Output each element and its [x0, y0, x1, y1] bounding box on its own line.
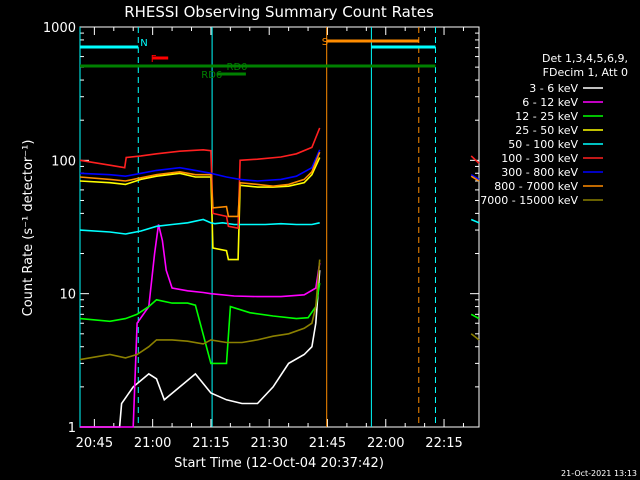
late-series-line	[470, 155, 480, 164]
x-tick-label: 21:30	[250, 436, 287, 451]
legend-entry-label: 6 - 12 keV	[522, 96, 578, 109]
footer-date: 21-Oct-2021 13:13	[561, 469, 637, 478]
flag-bar-label: S	[322, 37, 328, 48]
flag-bar-label: RD6	[201, 70, 222, 81]
flag-bar-label: RD0	[227, 62, 248, 73]
plot-area: 20:45 21:00 21:15 21:30 21:45 22:00 22:15 1 10 10…	[43, 21, 480, 451]
late-series-line	[470, 313, 480, 320]
late-series-line	[470, 333, 480, 341]
legend-header: Det 1,3,4,5,6,9,	[542, 52, 628, 65]
legend-entry-label: 25 - 50 keV	[515, 124, 578, 137]
y-tick-label: 1	[68, 421, 76, 436]
legend-entry-label: 50 - 100 keV	[508, 138, 578, 151]
y-axis-label: Count Rate (s⁻¹ detector⁻¹)	[21, 140, 36, 317]
series-line	[79, 149, 321, 182]
series-line	[79, 282, 321, 365]
x-tick-label: 20:45	[76, 436, 113, 451]
series-line	[79, 151, 321, 218]
x-tick-label: 21:00	[134, 436, 171, 451]
x-axis-label: Start Time (12-Oct-04 20:37:42)	[174, 456, 384, 471]
y-tick-label: 1000	[43, 21, 76, 36]
y-tick-label: 100	[51, 154, 76, 169]
series-line	[79, 127, 321, 230]
flag-bar-label: N	[140, 38, 147, 49]
series-line	[79, 259, 321, 361]
x-tick-label: 22:15	[425, 436, 462, 451]
x-tick-label: 21:15	[192, 436, 229, 451]
legend-entry-label: 100 - 300 keV	[501, 152, 578, 165]
series-line	[79, 218, 320, 235]
flag-bar-label: F	[151, 54, 157, 65]
late-series-line	[470, 218, 480, 224]
y-tick-label: 10	[59, 288, 76, 303]
legend-entry-label: 12 - 25 keV	[515, 110, 578, 123]
x-tick-label: 21:45	[309, 436, 346, 451]
series-line	[80, 224, 321, 428]
chart-title: RHESSI Observing Summary Count Rates	[124, 3, 434, 21]
late-series-line	[470, 174, 480, 181]
legend-entry-label: 800 - 7000 keV	[494, 180, 578, 193]
late-series-line	[470, 175, 480, 182]
legend-entry-label: 300 - 800 keV	[501, 166, 578, 179]
legend: Det 1,3,4,5,6,9,FDecim 1, Att 0 3 - 6 keV…	[480, 52, 628, 207]
legend-header: FDecim 1, Att 0	[543, 66, 628, 79]
legend-entry-label: 7000 - 15000 keV	[480, 194, 578, 207]
x-tick-label: 22:00	[367, 436, 404, 451]
series-line	[80, 270, 321, 428]
series-line	[79, 157, 321, 261]
legend-entry-label: 3 - 6 keV	[529, 82, 578, 95]
